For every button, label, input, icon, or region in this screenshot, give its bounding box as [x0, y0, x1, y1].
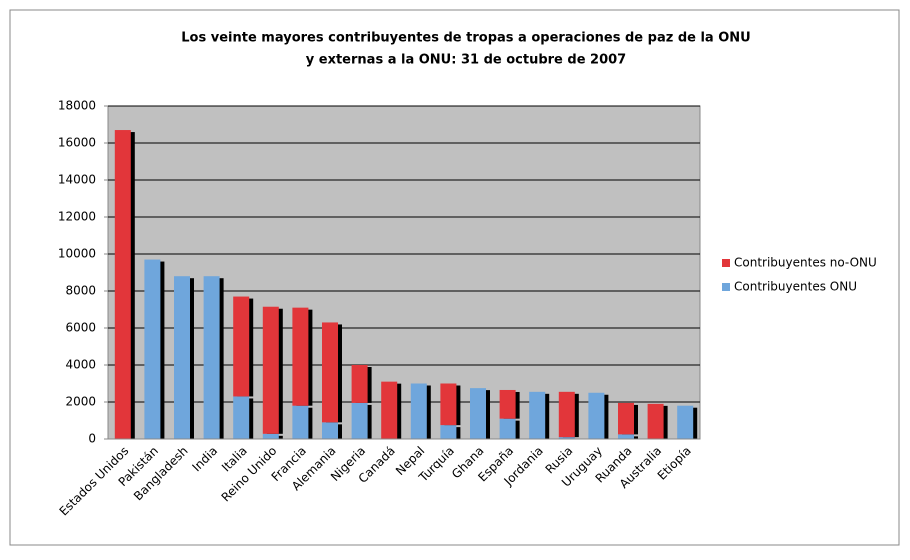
- bar: [470, 388, 486, 439]
- y-tick-label: 6000: [65, 321, 96, 335]
- bar: [351, 365, 368, 403]
- y-tick-label: 4000: [65, 358, 96, 372]
- bar: [410, 383, 427, 439]
- bar: [647, 403, 664, 439]
- y-tick-label: 12000: [58, 210, 96, 224]
- bar: [588, 392, 605, 439]
- y-tick-label: 14000: [58, 173, 96, 187]
- bar: [114, 130, 131, 440]
- bar: [144, 259, 161, 439]
- bar: [351, 402, 368, 439]
- bar: [322, 322, 338, 423]
- chart-title: Los veinte mayores contribuyentes de tro…: [181, 31, 750, 46]
- legend-label: Contribuyentes ONU: [734, 280, 857, 294]
- bar: [529, 391, 546, 439]
- bar: [233, 396, 250, 439]
- bar: [292, 307, 309, 406]
- legend-swatch: [722, 283, 730, 291]
- bar: [174, 276, 190, 439]
- bar: [677, 405, 694, 439]
- bar: [440, 425, 457, 439]
- y-tick-label: 8000: [65, 284, 96, 298]
- bar: [618, 402, 634, 435]
- y-tick-label: 18000: [58, 99, 96, 113]
- bar: [558, 391, 575, 438]
- bar: [618, 434, 634, 439]
- bar: [292, 405, 309, 439]
- y-tick-label: 10000: [58, 247, 96, 261]
- bar: [233, 296, 250, 397]
- bar: [203, 276, 220, 439]
- chart-title: y externas a la ONU: 31 de octubre de 20…: [306, 53, 626, 68]
- bar: [262, 306, 279, 434]
- bar: [322, 422, 338, 439]
- legend-label: Contribuyentes no-ONU: [734, 256, 877, 270]
- bar: [440, 383, 457, 426]
- bar: [499, 418, 516, 439]
- bar: [558, 437, 575, 439]
- bar: [381, 381, 398, 439]
- y-tick-label: 2000: [65, 395, 96, 409]
- bar: [262, 433, 279, 439]
- bar: [499, 389, 516, 419]
- y-tick-label: 16000: [58, 136, 96, 150]
- legend-swatch: [722, 259, 730, 267]
- plot-area: [107, 105, 701, 440]
- y-tick-label: 0: [88, 432, 96, 446]
